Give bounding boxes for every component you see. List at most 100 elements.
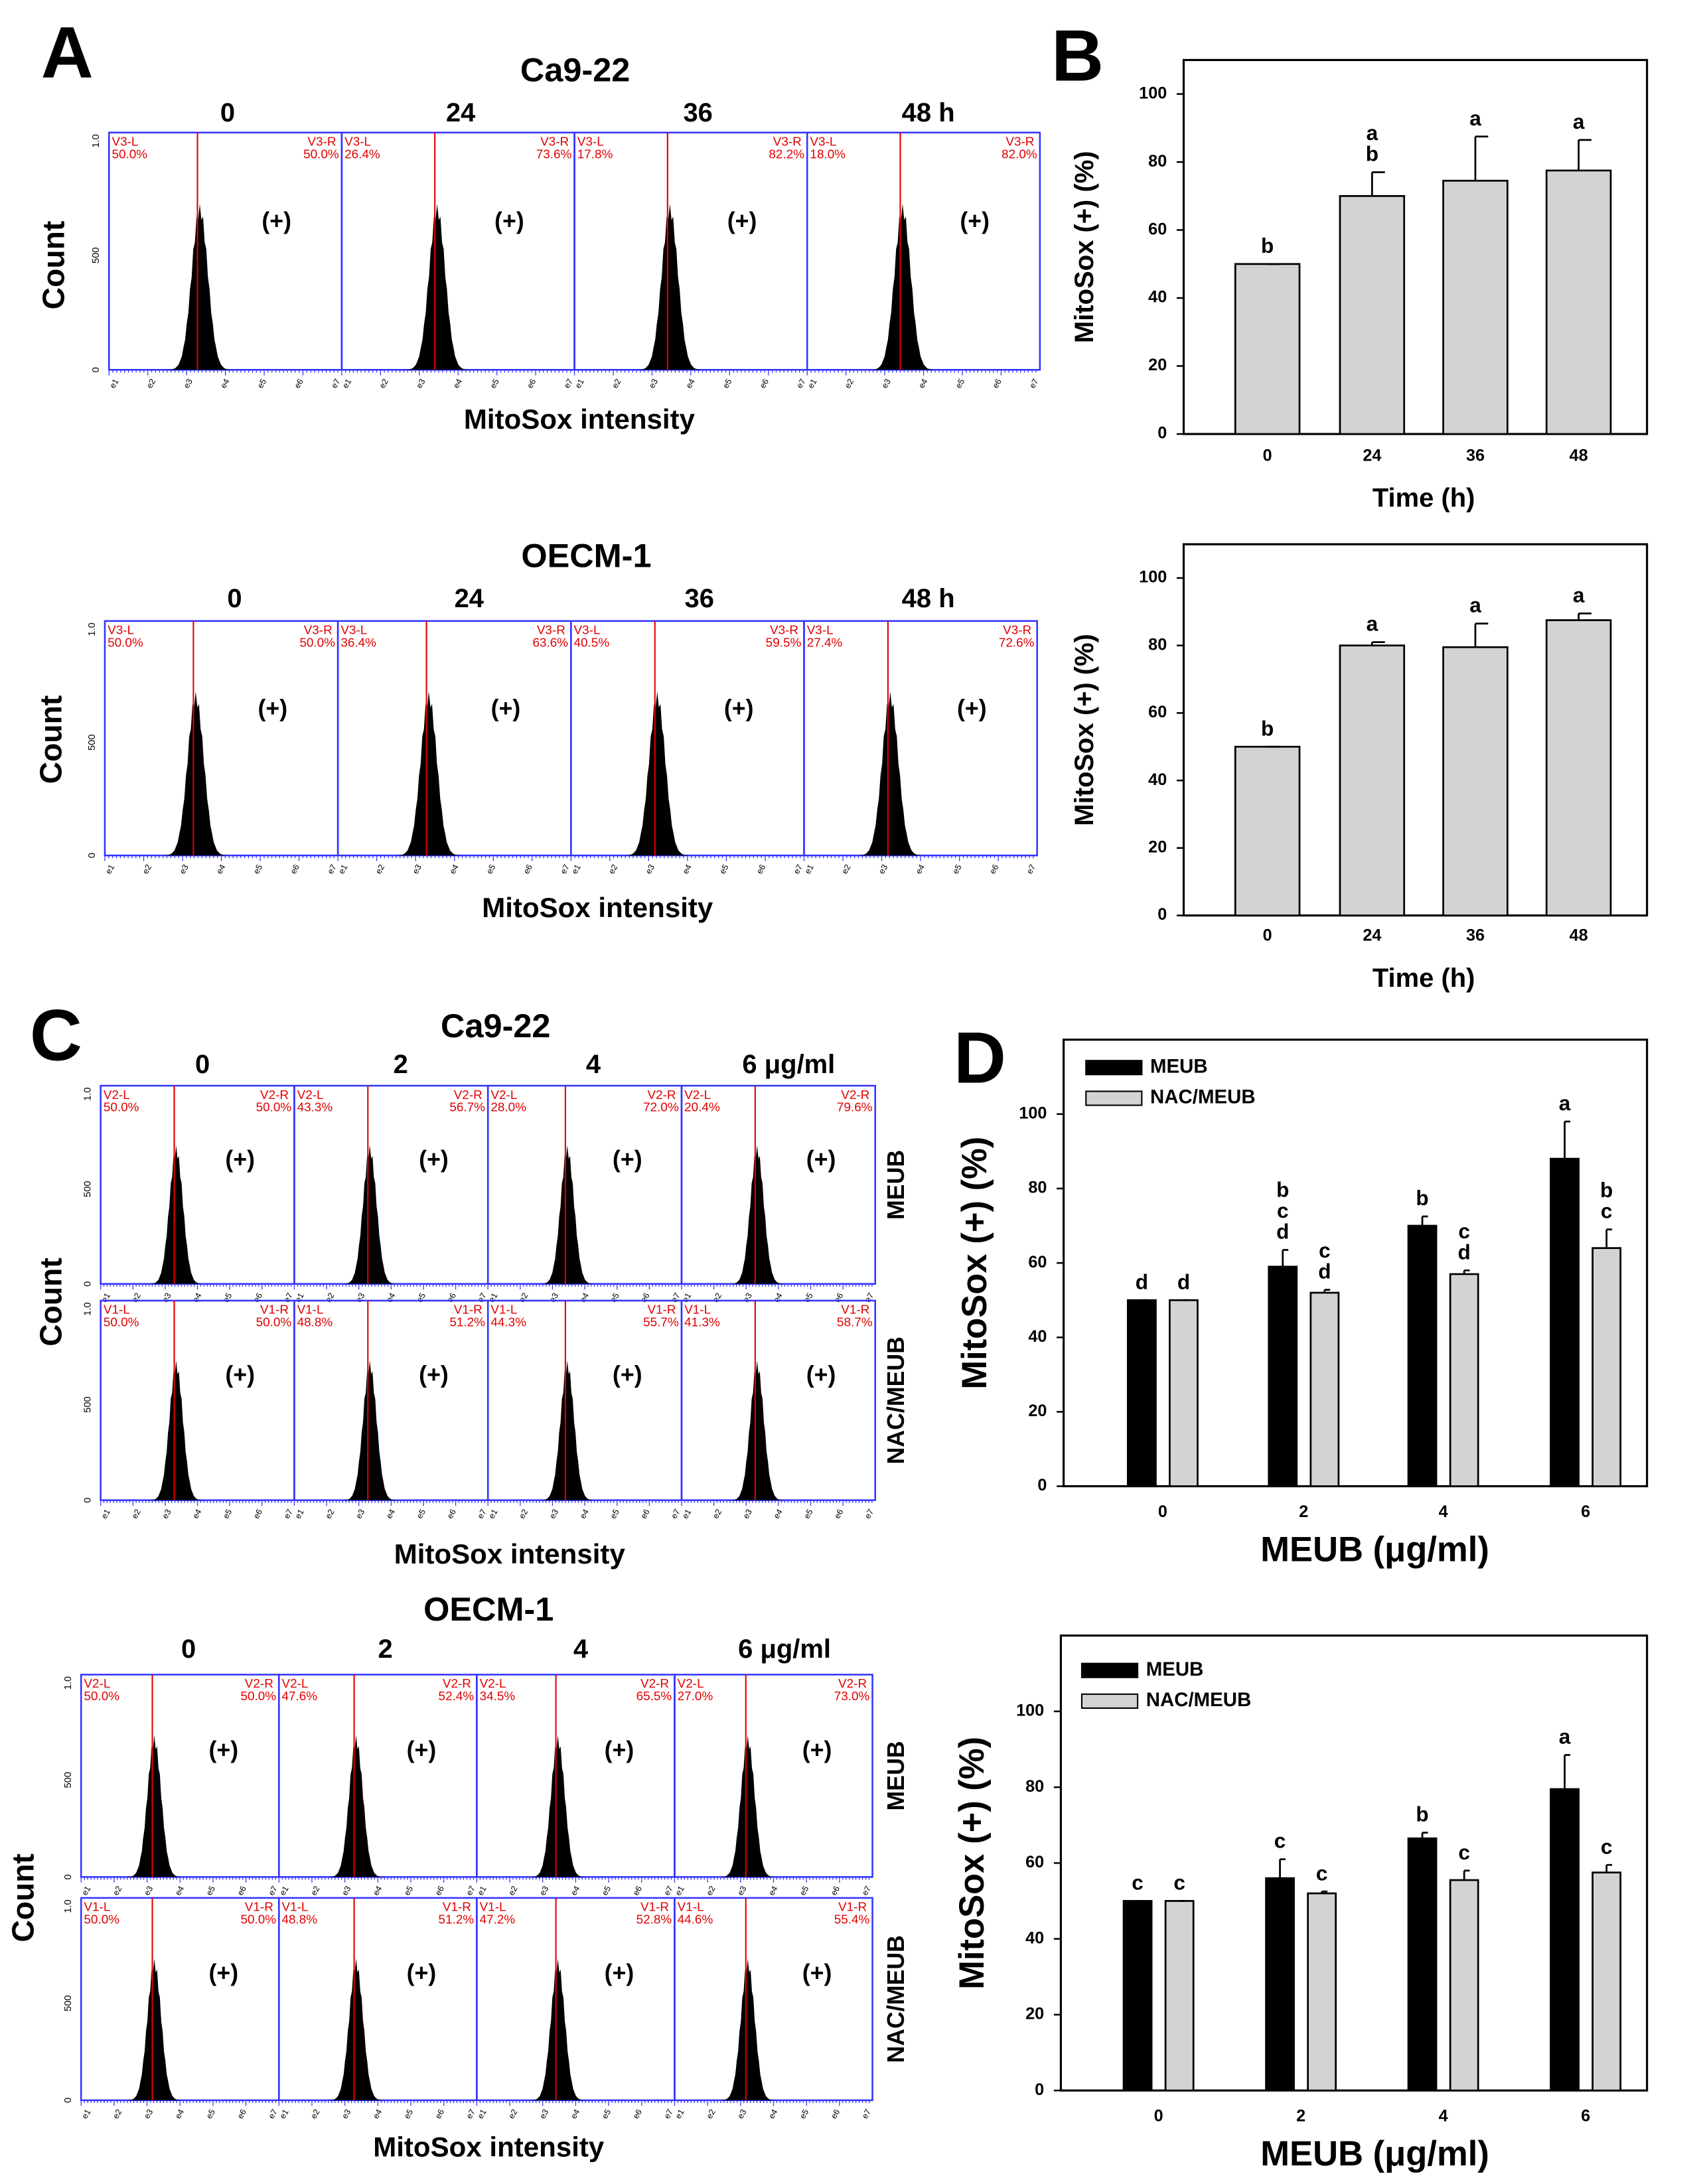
histogram-x-tick: e7 (860, 1884, 873, 1897)
histogram (729, 1145, 784, 1284)
histogram-x-tick: e6 (758, 377, 771, 390)
positive-label: (+) (613, 1146, 642, 1173)
error-bar (1605, 1228, 1613, 1248)
histogram-x-tick: e6 (631, 2108, 644, 2120)
y-tick-label: 40 (1028, 1327, 1047, 1346)
gate-percent: 40.5% (574, 636, 610, 650)
bar (1449, 1273, 1479, 1487)
legend-label: MEUB (1146, 1658, 1204, 1680)
histogram-frame (100, 1299, 295, 1501)
positive-label: (+) (407, 1960, 437, 1986)
histogram-x-tick: e1 (293, 1508, 306, 1520)
histogram-y-tick: 1.0 (83, 1087, 94, 1100)
panel-letter: D (954, 1017, 1006, 1098)
gate-percent: 72.0% (643, 1101, 679, 1115)
histogram-x-tick: e3 (538, 1884, 550, 1897)
error-bar (1371, 641, 1385, 646)
gate-percent: 72.6% (999, 636, 1035, 650)
column-label: 2 (394, 1050, 408, 1079)
histogram-x-tick: e3 (647, 377, 660, 390)
histogram-x-tick: e4 (173, 1884, 186, 1897)
histogram-frame (80, 1674, 280, 1878)
significance-letter: d (1458, 1240, 1471, 1264)
gate-percent: 55.7% (643, 1316, 679, 1330)
gate-name: V2-R (260, 1088, 289, 1102)
significance-letter: d (1318, 1260, 1331, 1283)
y-tick-label: 100 (1016, 1701, 1044, 1719)
x-axis-label: MitoSox intensity (482, 892, 713, 923)
gate-name: V1-L (84, 1901, 110, 1915)
histogram-x-tick: e3 (142, 1884, 155, 1897)
gate-name: V3-R (1003, 623, 1031, 637)
x-tick-label: 4 (1439, 2107, 1448, 2126)
x-tick-label: 6 (1581, 2107, 1590, 2126)
histogram-frame (674, 1897, 873, 2102)
histogram-x-tick: e4 (914, 863, 926, 875)
x-tick-label: 2 (1299, 1502, 1308, 1521)
positive-label: (+) (727, 208, 757, 234)
x-axis-label: Time (h) (1372, 964, 1475, 993)
gate-percent: 20.4% (684, 1101, 720, 1115)
histogram-x-tick: e6 (829, 2108, 842, 2120)
gate-name: V1-L (104, 1303, 130, 1317)
error-bar (1474, 622, 1489, 648)
legend-label: NAC/MEUB (1150, 1086, 1256, 1108)
bar (1164, 1900, 1195, 2092)
x-axis-label: MEUB (μg/ml) (1260, 2134, 1489, 2173)
bar (1234, 745, 1301, 916)
histogram (625, 691, 690, 856)
histogram-x-tick: e2 (378, 377, 390, 390)
y-tick-label: 100 (1019, 1104, 1047, 1122)
histogram-y-tick: 1.0 (63, 1899, 74, 1913)
histogram-x-tick: e6 (433, 2108, 446, 2120)
significance-letter: a (1559, 1091, 1571, 1115)
gate-percent: 50.0% (84, 1690, 119, 1704)
histogram-x-tick: e2 (111, 2108, 123, 2120)
histogram (404, 204, 470, 370)
significance-letter: d (1136, 1270, 1148, 1293)
histogram-x-tick: e5 (402, 2108, 415, 2120)
histogram-y-tick: 500 (63, 1995, 74, 2011)
positive-label: (+) (208, 1960, 238, 1986)
significance-letter: b (1261, 234, 1274, 257)
histogram (729, 1360, 784, 1500)
histogram-x-tick: e6 (755, 863, 767, 875)
y-tick-label: 20 (1025, 2005, 1044, 2023)
gate-percent: 55.4% (834, 1913, 870, 1927)
significance-letter: b (1600, 1178, 1613, 1202)
histogram-x-tick: e5 (600, 1884, 613, 1897)
gate-name: V2-L (104, 1088, 130, 1102)
error-bar (1605, 1863, 1613, 1873)
histogram-x-tick: e7 (559, 863, 571, 875)
histogram-x-tick: e4 (767, 2108, 779, 2120)
gate-name: V3-L (344, 135, 371, 149)
column-label: 0 (181, 1635, 196, 1664)
x-axis-label: Time (h) (1372, 483, 1475, 512)
bar (1265, 1877, 1295, 2092)
panel-letter: B (1051, 15, 1104, 96)
histogram-y-tick: 0 (63, 1874, 74, 1879)
plot-frame (1182, 58, 1649, 435)
histogram-x-tick: e2 (517, 1508, 530, 1520)
histogram-x-tick: e6 (445, 1291, 458, 1304)
significance-letter: a (1367, 121, 1378, 145)
y-tick-label: 0 (1157, 424, 1167, 443)
significance-letter: c (1173, 1871, 1185, 1895)
histogram-y-tick: 500 (83, 1396, 94, 1413)
gate-percent: 73.6% (536, 147, 572, 161)
histogram (720, 1735, 776, 1877)
histogram-x-tick: e3 (548, 1291, 560, 1304)
histogram-x-tick: e6 (252, 1291, 264, 1304)
histogram-x-tick: e3 (142, 2108, 155, 2120)
histogram-x-tick: e6 (522, 863, 534, 875)
y-tick-label: 40 (1148, 770, 1167, 789)
histogram-x-tick: e2 (324, 1291, 336, 1304)
y-tick-label: 80 (1028, 1179, 1047, 1197)
gate-name: V1-R (838, 1901, 867, 1915)
group-title: OECM-1 (423, 1590, 554, 1628)
group-title: Ca9-22 (441, 1007, 550, 1045)
error-bar (1279, 1858, 1286, 1879)
histogram-x-tick: e4 (384, 1291, 397, 1304)
positive-label: (+) (802, 1737, 832, 1763)
